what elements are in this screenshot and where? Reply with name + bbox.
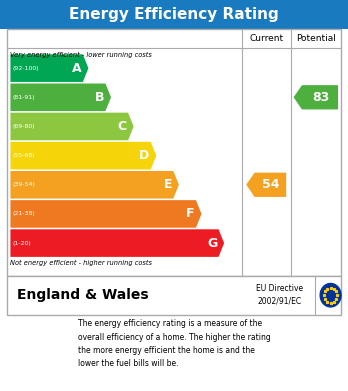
Text: England & Wales: England & Wales	[17, 288, 149, 302]
Polygon shape	[10, 142, 156, 169]
Bar	[7, 276, 341, 315]
Text: A: A	[72, 62, 81, 75]
Text: C: C	[118, 120, 127, 133]
Polygon shape	[10, 229, 224, 257]
Text: (1-20): (1-20)	[13, 240, 31, 246]
Text: 2002/91/EC: 2002/91/EC	[258, 296, 302, 306]
Polygon shape	[10, 84, 111, 111]
Text: Very energy efficient - lower running costs: Very energy efficient - lower running co…	[10, 52, 152, 58]
Text: Current: Current	[249, 34, 283, 43]
Text: 83: 83	[313, 91, 330, 104]
Polygon shape	[294, 85, 338, 109]
Text: (55-68): (55-68)	[13, 153, 35, 158]
Polygon shape	[10, 200, 201, 228]
Circle shape	[320, 283, 341, 307]
Bar	[7, 29, 341, 276]
Text: E: E	[164, 178, 172, 191]
Text: (81-91): (81-91)	[13, 95, 35, 100]
Text: B: B	[95, 91, 104, 104]
Polygon shape	[10, 113, 134, 140]
Text: G: G	[207, 237, 217, 249]
Text: (69-80): (69-80)	[13, 124, 35, 129]
Text: The energy efficiency rating is a measure of the
overall efficiency of a home. T: The energy efficiency rating is a measur…	[78, 319, 270, 368]
Text: Not energy efficient - higher running costs: Not energy efficient - higher running co…	[10, 260, 152, 266]
Text: Potential: Potential	[296, 34, 336, 43]
Text: D: D	[139, 149, 149, 162]
Polygon shape	[10, 171, 179, 199]
Polygon shape	[10, 54, 88, 82]
Bar	[0, 0, 348, 29]
Polygon shape	[246, 173, 286, 197]
Text: Energy Efficiency Rating: Energy Efficiency Rating	[69, 7, 279, 22]
Text: 54: 54	[262, 178, 280, 191]
Text: (92-100): (92-100)	[13, 66, 39, 71]
Text: (21-38): (21-38)	[13, 212, 35, 217]
Text: (39-54): (39-54)	[13, 182, 35, 187]
Text: EU Directive: EU Directive	[256, 283, 303, 293]
Text: F: F	[186, 208, 195, 221]
